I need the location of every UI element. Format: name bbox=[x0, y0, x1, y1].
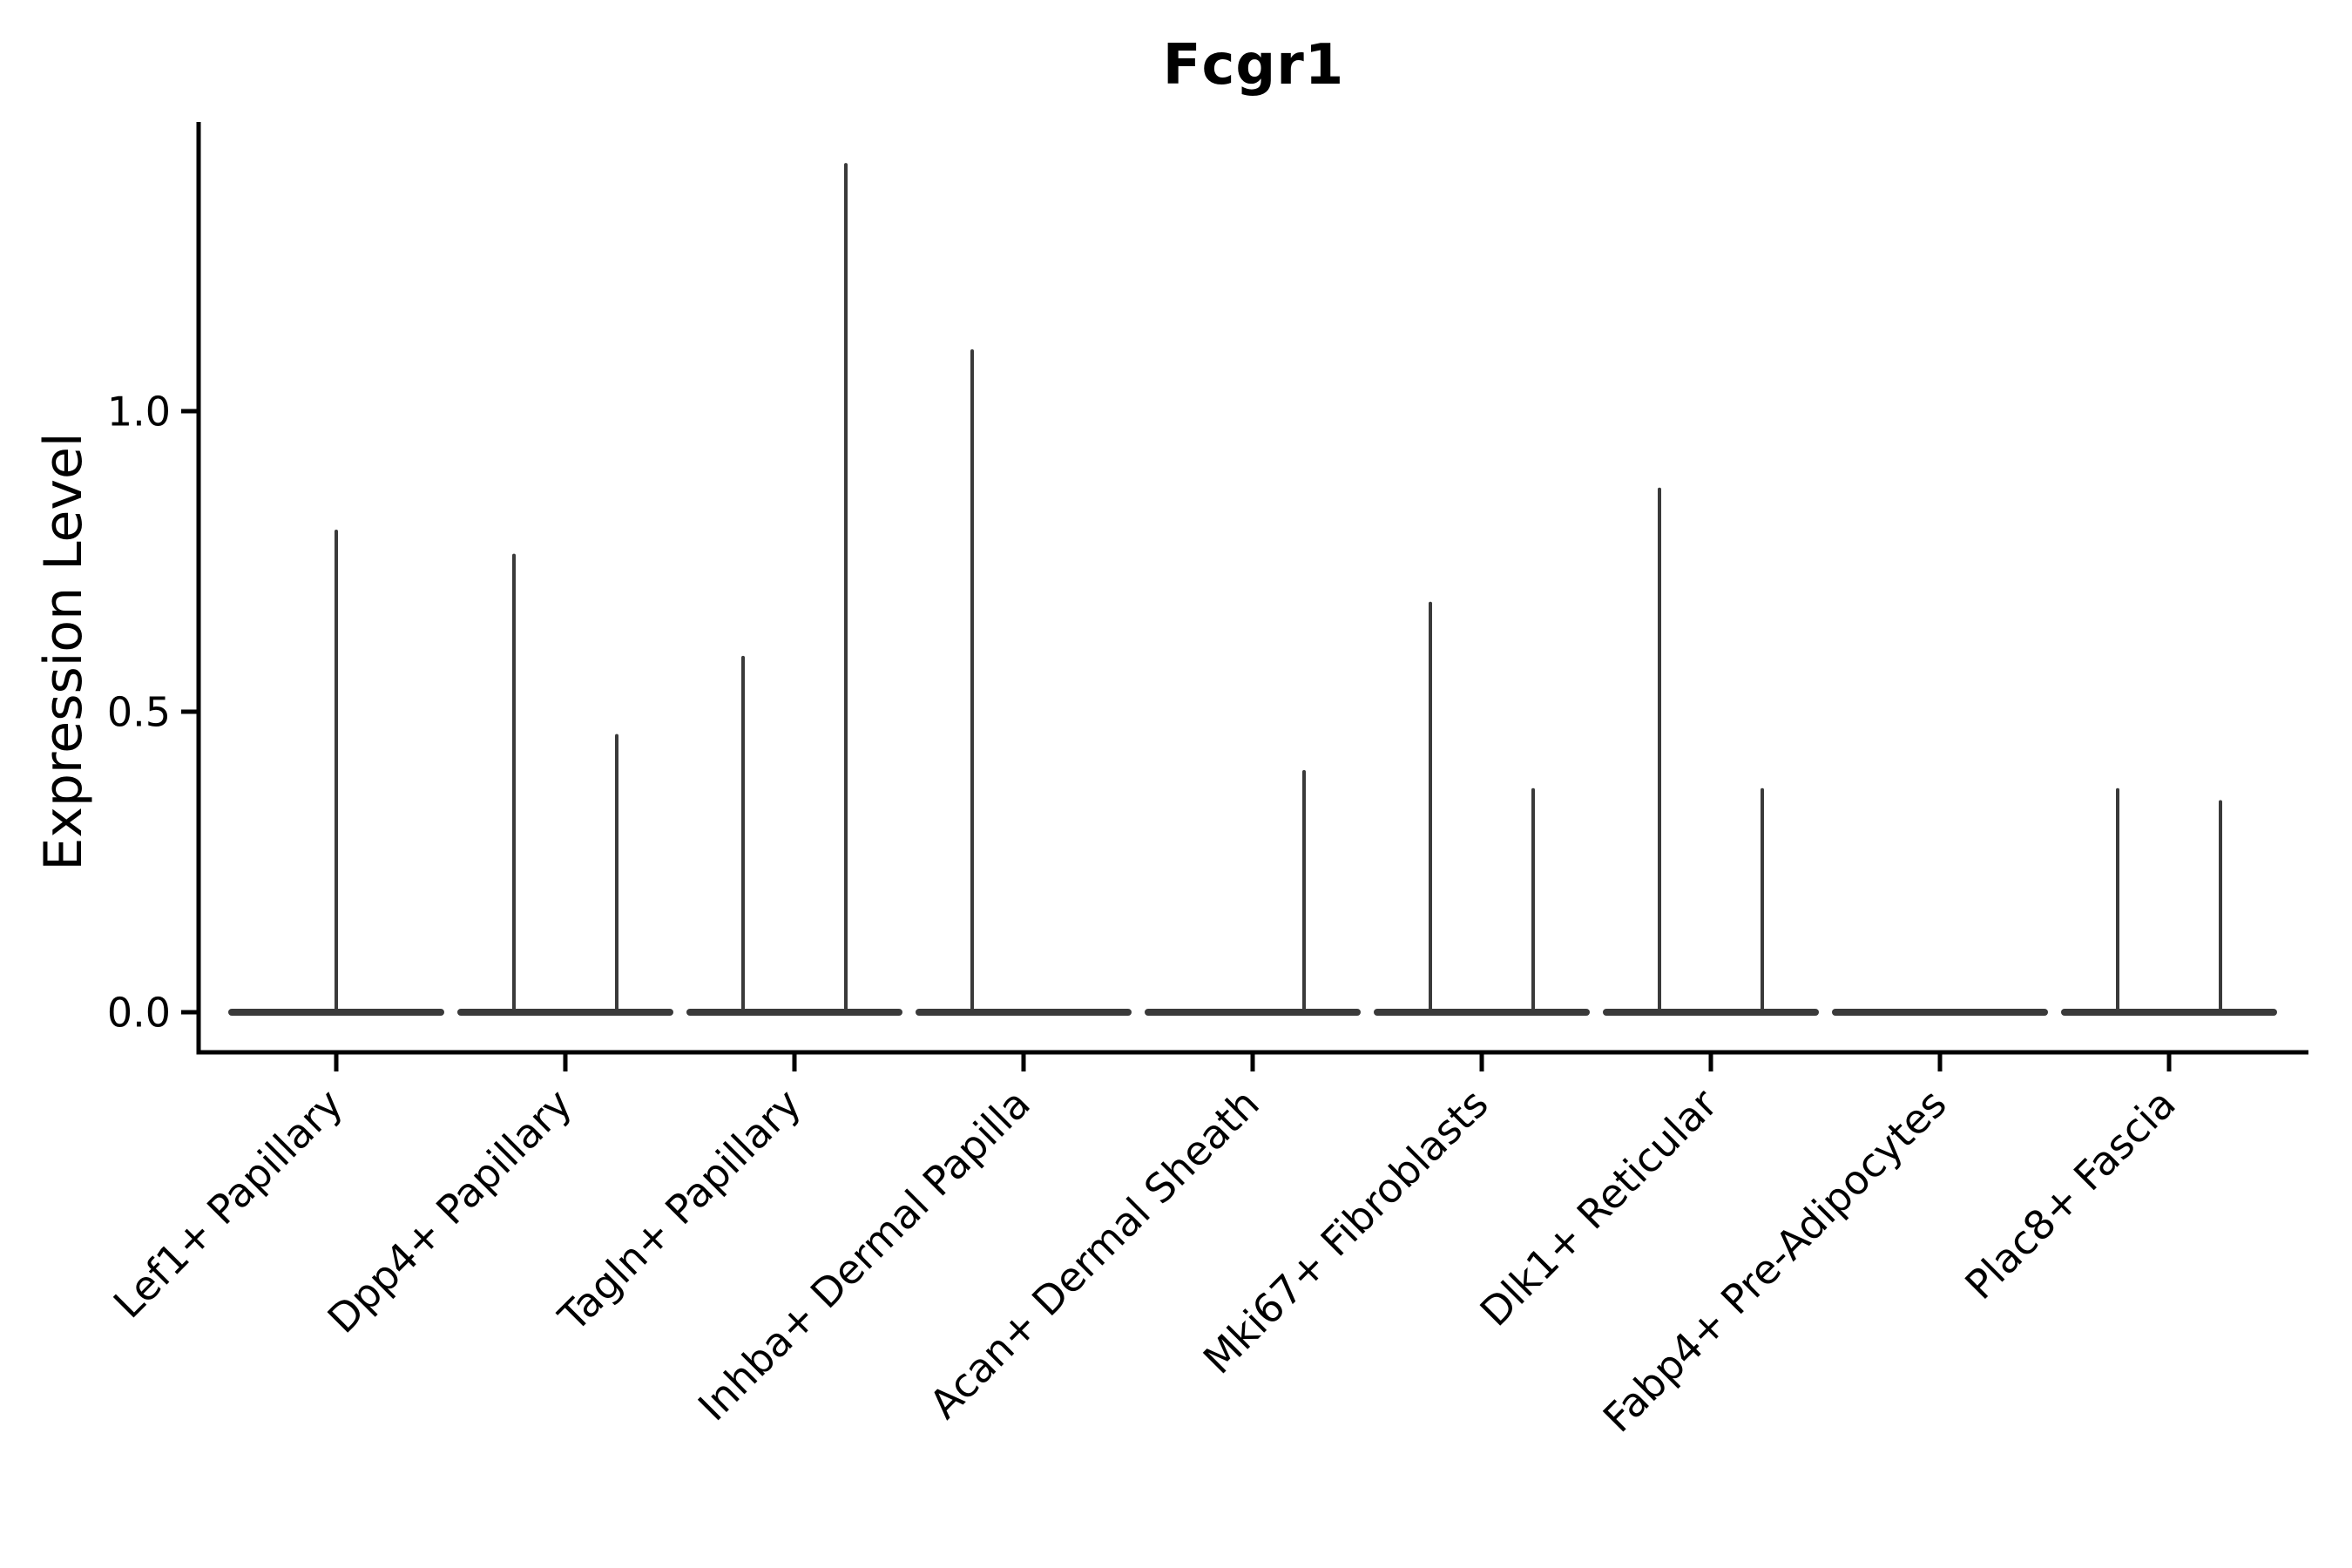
x-tick-label: Tagln+ Papillary bbox=[549, 1080, 810, 1342]
y-axis-ticks: 0.0 0.5 1.0 bbox=[107, 389, 199, 1037]
y-tick-label: 1.0 bbox=[107, 389, 171, 436]
x-tick-label: Dlk1+ Reticular bbox=[1471, 1080, 1727, 1335]
x-tick-label: Plac8+ Fascia bbox=[1956, 1080, 2184, 1308]
y-tick-label: 0.5 bbox=[107, 689, 171, 736]
x-tick-label: Dpp4+ Papillary bbox=[319, 1080, 581, 1342]
x-tick-label: Lef1+ Papillary bbox=[105, 1080, 352, 1328]
y-tick-label: 0.0 bbox=[107, 990, 171, 1037]
chart-title: Fcgr1 bbox=[1162, 33, 1345, 98]
violins bbox=[228, 163, 2277, 1016]
